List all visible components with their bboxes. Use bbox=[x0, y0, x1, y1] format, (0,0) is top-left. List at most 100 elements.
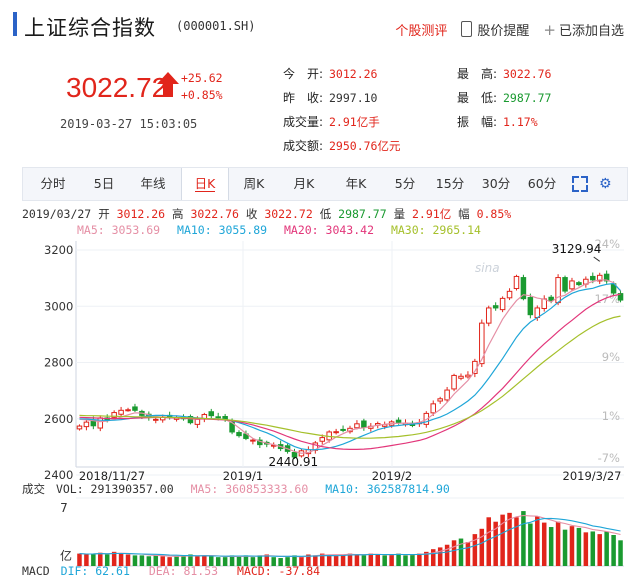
info-open-label: 开 bbox=[98, 207, 110, 221]
volume-value: VOL: 291390357.00 bbox=[55, 482, 174, 496]
macd-label: MACD bbox=[22, 564, 50, 578]
stats-table: 今 开: 3012.26 最 高: 3022.76 昨 收: 2997.10 最 低:… bbox=[283, 62, 631, 158]
current-price: 3022.72 bbox=[66, 72, 168, 103]
candle-body bbox=[479, 322, 485, 365]
volume-bar bbox=[167, 557, 172, 566]
volume-bar bbox=[541, 522, 547, 566]
stat-vol: 2.91亿手 bbox=[329, 115, 380, 129]
candle-body bbox=[111, 412, 117, 418]
candle-body bbox=[548, 296, 554, 301]
min-annotation: 2440.91 bbox=[269, 455, 319, 469]
volume-bar bbox=[306, 554, 311, 566]
volume-bar bbox=[153, 555, 159, 566]
stock-review-link[interactable]: 个股测评 bbox=[395, 24, 448, 39]
plus-icon: + bbox=[543, 21, 556, 39]
up-arrow-icon-stem bbox=[163, 84, 173, 97]
tab-label: 30分 bbox=[481, 176, 511, 191]
y-tick-label: 2600 bbox=[44, 412, 73, 426]
volume-ma-line bbox=[79, 514, 621, 558]
stat-amt: 2950.76亿元 bbox=[329, 139, 401, 153]
candle-body bbox=[590, 275, 596, 281]
max-annotation-leader bbox=[593, 256, 601, 262]
tab-yearline[interactable]: 年线 bbox=[125, 169, 181, 199]
stat-amp: 1.17% bbox=[503, 115, 538, 129]
quote-datetime: 2019-03-27 15:03:05 bbox=[60, 117, 198, 131]
volume-bar bbox=[375, 554, 381, 566]
tab-5min[interactable]: 5分 bbox=[383, 169, 427, 199]
volume-bar bbox=[451, 540, 457, 566]
stat-amp-label: 振 幅: bbox=[457, 115, 498, 129]
volume-label: 成交 bbox=[22, 482, 45, 496]
ma30-line bbox=[79, 315, 621, 439]
volume-bar bbox=[389, 554, 394, 566]
ohlc-info: 2019/03/27 开 3012.26 高 3022.76 收 3022.72… bbox=[22, 206, 511, 222]
tab-label: 5分 bbox=[394, 176, 416, 191]
price-alert-button[interactable]: 股价提醒 bbox=[461, 20, 529, 39]
volume-bar bbox=[77, 553, 82, 566]
tab-monthly-k[interactable]: 月K bbox=[279, 169, 329, 199]
volume-bar bbox=[528, 523, 533, 566]
volume-bar bbox=[326, 554, 332, 566]
tab-label: 15分 bbox=[435, 176, 465, 191]
stock-code: (000001.SH) bbox=[176, 19, 256, 33]
tab-5day[interactable]: 5日 bbox=[83, 169, 125, 199]
candle-body bbox=[465, 374, 471, 378]
stat-prev-label: 昨 收: bbox=[283, 91, 324, 105]
phone-icon bbox=[461, 21, 473, 37]
tab-label: 月K bbox=[293, 176, 315, 191]
header-actions: 个股测评 股价提醒 + 已添加自选 bbox=[395, 20, 624, 39]
volume-bar bbox=[569, 526, 575, 566]
candle-body bbox=[506, 290, 513, 299]
volume-bar bbox=[250, 557, 256, 566]
fullscreen-icon[interactable] bbox=[571, 175, 589, 193]
tab-15min[interactable]: 15分 bbox=[427, 169, 473, 199]
volume-bar bbox=[618, 540, 623, 566]
stat-high-label: 最 高: bbox=[457, 67, 498, 81]
info-close: 3022.72 bbox=[264, 207, 313, 221]
candle-body bbox=[430, 403, 436, 414]
candle-body bbox=[395, 419, 402, 423]
stat-open: 3012.26 bbox=[329, 67, 378, 81]
change-percent: +0.85% bbox=[181, 88, 223, 102]
volume-ma10: MA10: 362587814.90 bbox=[325, 482, 450, 496]
tab-intraday[interactable]: 分时 bbox=[23, 169, 83, 199]
tab-weekly-k[interactable]: 周K bbox=[229, 169, 279, 199]
volume-bar bbox=[430, 549, 436, 566]
tab-60min[interactable]: 60分 bbox=[519, 169, 565, 199]
legend-ma20: MA20: 3043.42 bbox=[283, 223, 374, 237]
info-date: 2019/03/27 bbox=[22, 207, 92, 221]
volume-bar bbox=[458, 538, 464, 566]
info-vol-label: 量 bbox=[393, 207, 406, 221]
macd-value: MACD: -37.84 bbox=[237, 564, 321, 578]
page-title: 上证综合指数 bbox=[24, 16, 156, 40]
tab-label: 分时 bbox=[40, 176, 66, 191]
volume-bar bbox=[410, 554, 415, 566]
stat-open-label: 今 开: bbox=[283, 67, 324, 81]
candle-body bbox=[354, 423, 360, 429]
stat-low-label: 最 低: bbox=[457, 91, 498, 105]
settings-icon[interactable]: ⚙ bbox=[599, 176, 612, 192]
tab-daily-k[interactable]: 日K bbox=[181, 167, 229, 200]
tab-30min[interactable]: 30分 bbox=[473, 169, 519, 199]
watchlist-button[interactable]: + 已添加自选 bbox=[543, 20, 624, 39]
volume-bar bbox=[104, 554, 110, 566]
x-tick-label: 2018/11/27 bbox=[79, 469, 145, 483]
y-tick-label: 3200 bbox=[44, 243, 73, 257]
volume-bar bbox=[444, 544, 450, 566]
tab-label: 60分 bbox=[527, 176, 557, 191]
volume-bar bbox=[222, 557, 228, 566]
up-arrow-icon bbox=[157, 72, 179, 84]
stat-vol-label: 成交量: bbox=[283, 115, 324, 129]
volume-bar bbox=[368, 553, 374, 566]
candle-body bbox=[617, 293, 624, 301]
volume-bar bbox=[611, 535, 616, 566]
volume-bar bbox=[146, 556, 152, 566]
volume-legend: 成交 VOL: 291390357.00 MA5: 360853333.60 M… bbox=[22, 481, 450, 497]
tab-yearly-k[interactable]: 年K bbox=[329, 169, 383, 199]
volume-bar bbox=[319, 553, 325, 566]
volume-bar bbox=[382, 555, 387, 566]
pct-tick-label: 17% bbox=[594, 292, 620, 306]
tab-label: 周K bbox=[243, 176, 265, 191]
candle-body bbox=[437, 398, 443, 402]
